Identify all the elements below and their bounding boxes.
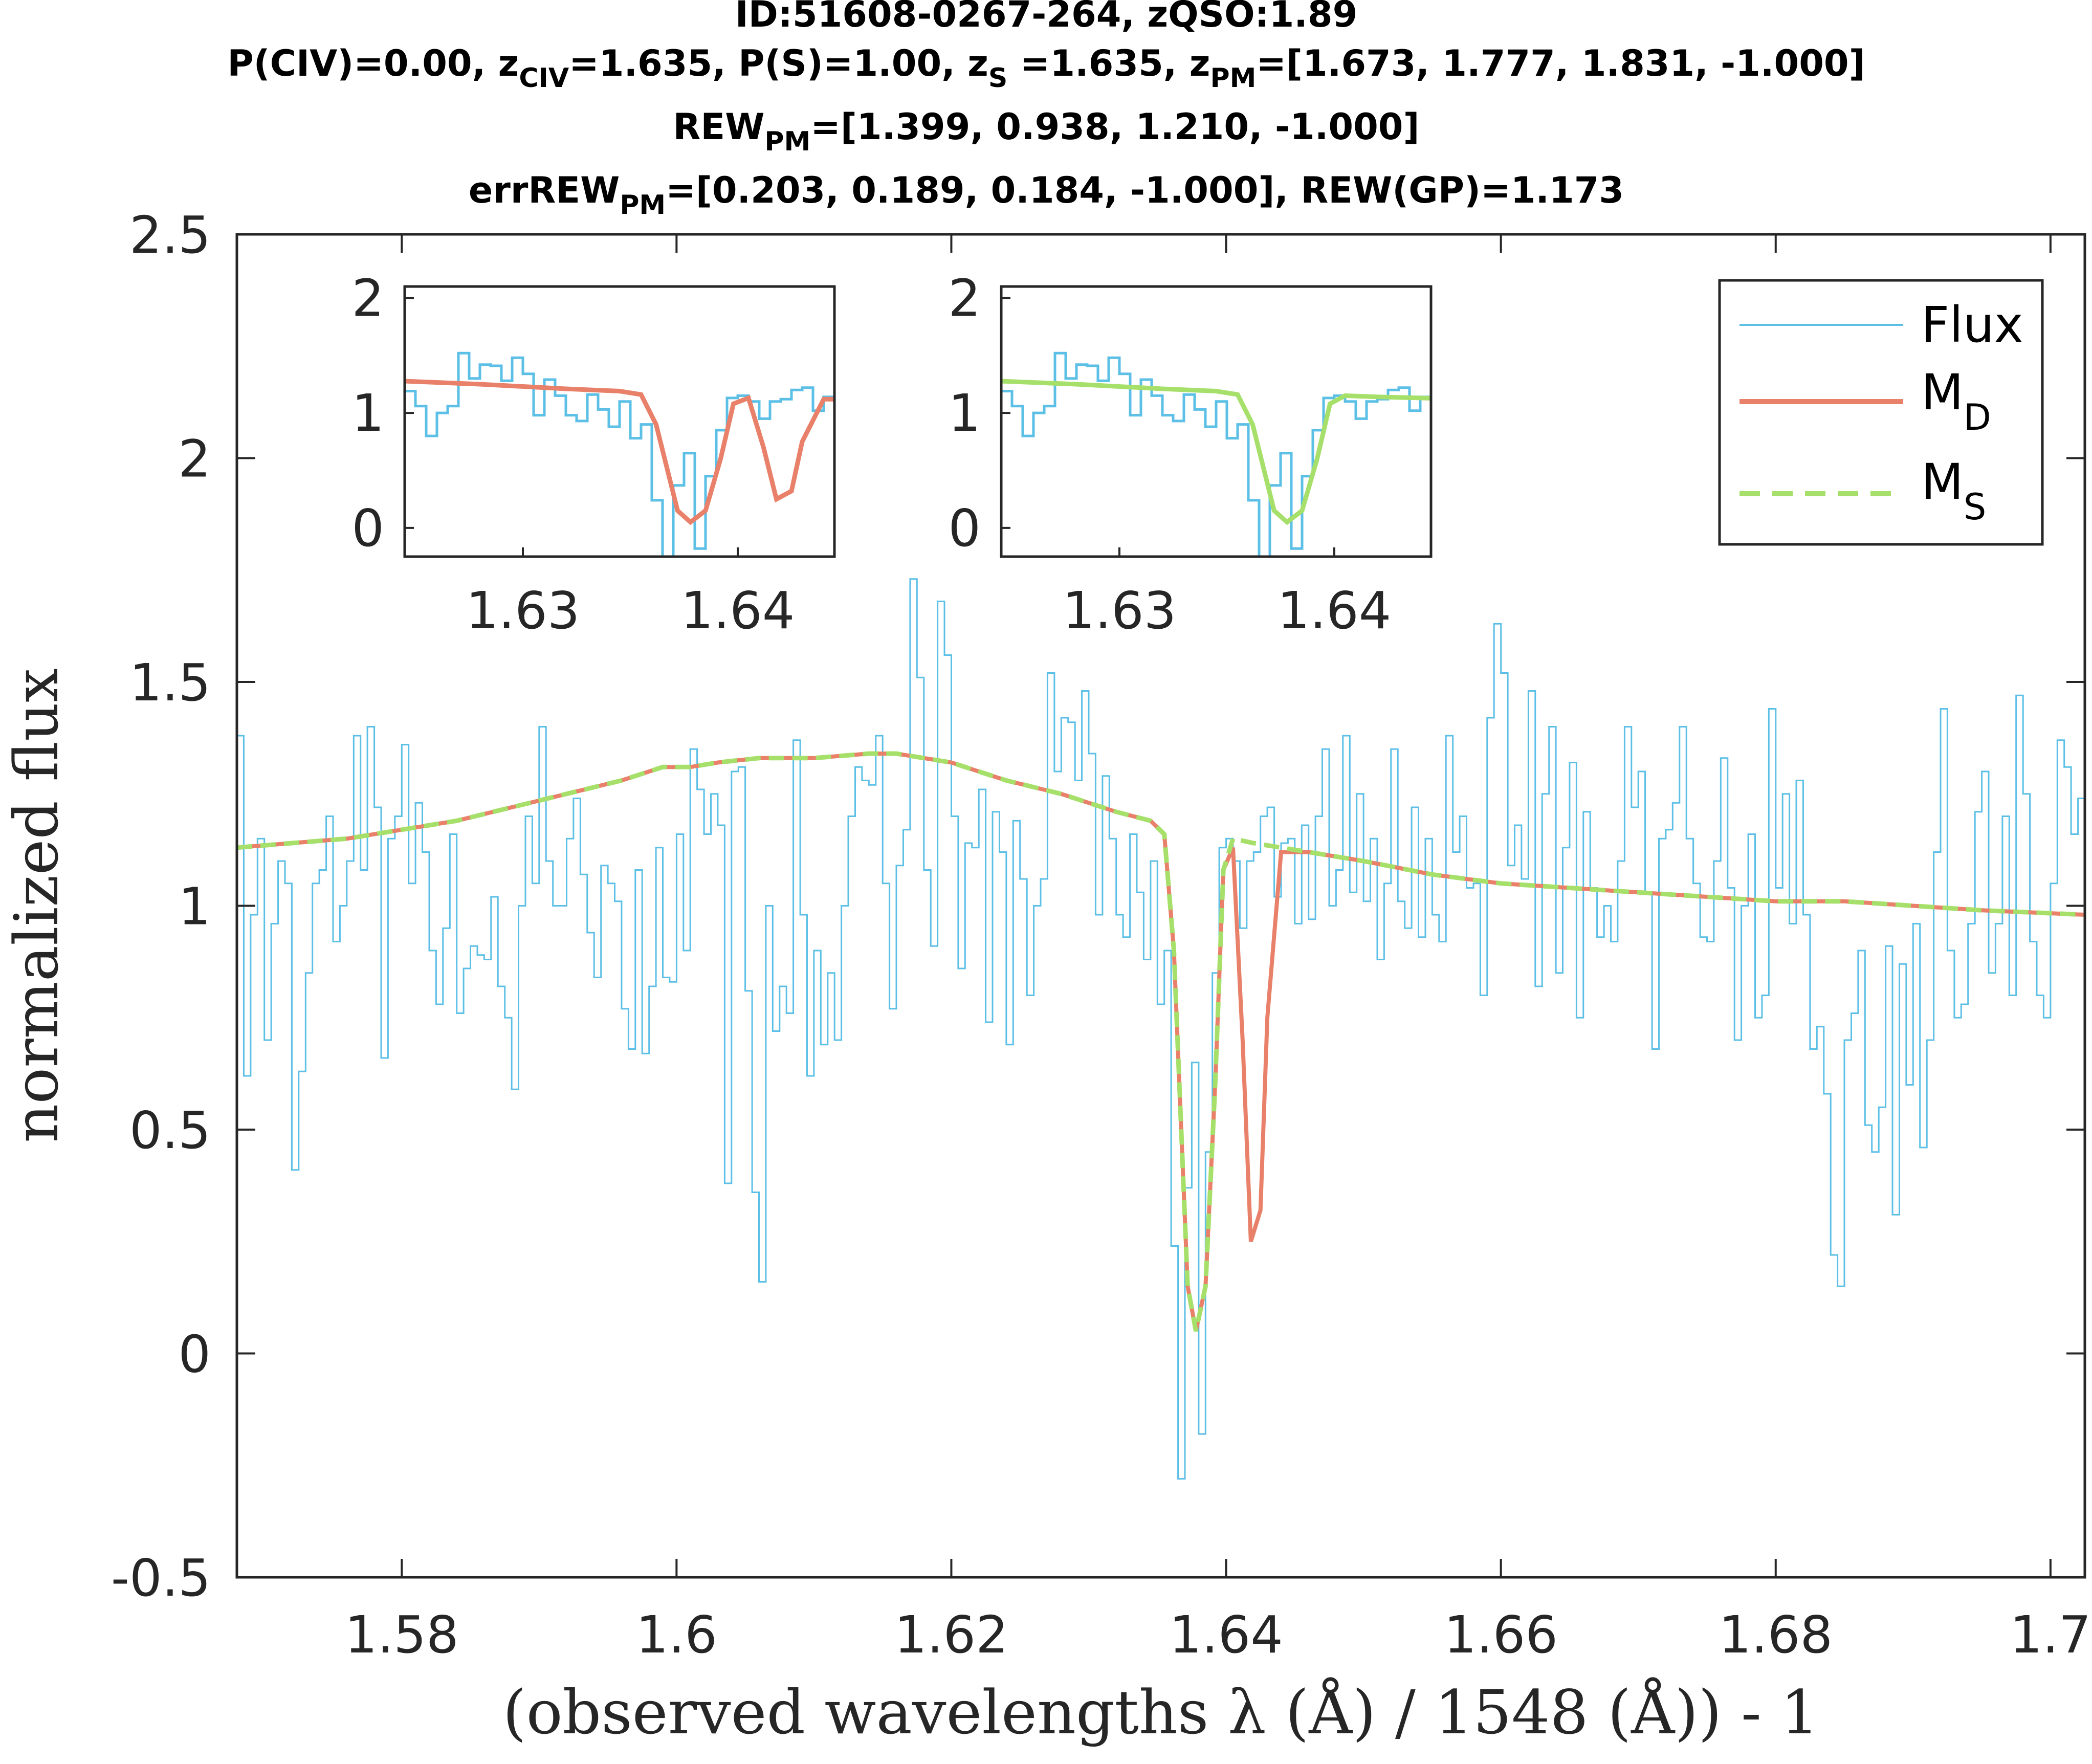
x-tick-label: 1.66 (1444, 1605, 1558, 1665)
inset-y-tick-label: 1 (948, 383, 981, 443)
inset-x-tick-label: 1.63 (1063, 581, 1177, 641)
title-pciv: P(CIV)=0.00, z (227, 42, 519, 84)
title-zs: =1.635, z (1007, 42, 1210, 84)
inset-x-tick-label: 1.63 (466, 581, 580, 641)
title-rew-values: =[1.399, 0.938, 1.210, -1.000] (810, 106, 1419, 148)
inset-md: 1.63 1.64 0 1 2 (351, 268, 836, 641)
title-sub-civ: CIV (519, 63, 569, 94)
title-zciv: =1.635, P(S)=1.00, z (569, 42, 988, 84)
title-line-3: REWPM=[1.399, 0.938, 1.210, -1.000] (673, 106, 1419, 157)
y-tick-label: 0 (178, 1325, 211, 1384)
title-rew: REW (673, 106, 764, 148)
legend-md-main: M (1921, 364, 1964, 421)
inset-x-tick-label: 1.64 (1278, 581, 1392, 641)
inset-ms-axes: 1.63 1.64 0 1 2 (948, 268, 1391, 641)
inset-y-tick-label: 0 (351, 498, 384, 558)
x-tick-label: 1.64 (1169, 1605, 1283, 1665)
y-tick-label: 0.5 (129, 1100, 211, 1160)
title-line-1: ID:51608-0267-264, zQSO:1.89 (735, 0, 1358, 35)
main-plot: 1.58 1.6 1.62 1.64 1.66 1.68 1.7 -0.5 0 0.5 1 1.5 2… (111, 205, 2091, 1665)
inset-md-model (405, 379, 834, 525)
y-tick-label: 2 (178, 429, 211, 489)
title-errrew-values: =[0.203, 0.189, 0.184, -1.000], REW(GP)=… (666, 169, 1624, 211)
legend-md-sub: D (1964, 396, 1991, 438)
title-line-4: errREWPM=[0.203, 0.189, 0.184, -1.000], … (469, 169, 1624, 220)
y-tick-label: 1.5 (129, 653, 211, 713)
x-axis: 1.58 1.6 1.62 1.64 1.66 1.68 1.7 (345, 234, 2091, 1665)
y-tick-label: 2.5 (129, 205, 211, 265)
inset-ms: 1.63 1.64 0 1 2 (948, 268, 1433, 641)
flux-series (237, 578, 2085, 1480)
x-tick-label: 1.58 (345, 1605, 459, 1665)
y-tick-label: -0.5 (111, 1548, 211, 1608)
legend: Flux MD MS (1718, 279, 2044, 546)
title-errrew-sub: PM (620, 190, 666, 220)
x-tick-label: 1.7 (2010, 1605, 2091, 1665)
title-sub-s: S (988, 63, 1007, 94)
x-tick-label: 1.6 (636, 1605, 717, 1665)
legend-flux-label: Flux (1921, 296, 2023, 354)
title-rew-sub: PM (764, 126, 810, 157)
y-axis-label: normalized flux (1, 668, 72, 1142)
inset-model-line (1001, 379, 1431, 525)
title-zpm: =[1.673, 1.777, 1.831, -1.000] (1256, 42, 1865, 84)
inset-y-tick-label: 0 (948, 498, 981, 558)
title-line-2: P(CIV)=0.00, zCIV=1.635, P(S)=1.00, zS =… (227, 42, 1865, 94)
inset-ms-model (1001, 379, 1431, 525)
inset-ms-frame (1000, 285, 1433, 558)
inset-md-axes: 1.63 1.64 0 1 2 (351, 268, 795, 641)
legend-ms-sub: S (1964, 486, 1986, 528)
inset-y-tick-label: 1 (351, 383, 384, 443)
inset-x-tick-label: 1.64 (681, 581, 795, 641)
ms-series (237, 751, 2085, 1332)
ms-line (237, 751, 2085, 1332)
x-tick-label: 1.68 (1719, 1605, 1833, 1665)
legend-md-label: MD (1921, 364, 1991, 438)
legend-ms-main: M (1921, 453, 1964, 511)
title-errrew: errREW (469, 169, 620, 211)
legend-ms-label: MS (1921, 453, 1986, 528)
x-tick-label: 1.62 (894, 1605, 1008, 1665)
flux-line (237, 578, 2085, 1480)
x-axis-label: (observed wavelengths λ (Å) / 1548 (Å)) … (503, 1677, 1819, 1748)
chart-title: ID:51608-0267-264, zQSO:1.89 P(CIV)=0.00… (227, 0, 1865, 220)
inset-y-tick-label: 2 (351, 268, 384, 328)
y-axis: -0.5 0 0.5 1 1.5 2 2.5 (111, 205, 2085, 1608)
inset-y-tick-label: 2 (948, 268, 981, 328)
title-sub-pm: PM (1210, 63, 1257, 94)
y-tick-label: 1 (178, 877, 211, 937)
inset-model-line (405, 379, 834, 525)
inset-md-frame (403, 285, 836, 558)
